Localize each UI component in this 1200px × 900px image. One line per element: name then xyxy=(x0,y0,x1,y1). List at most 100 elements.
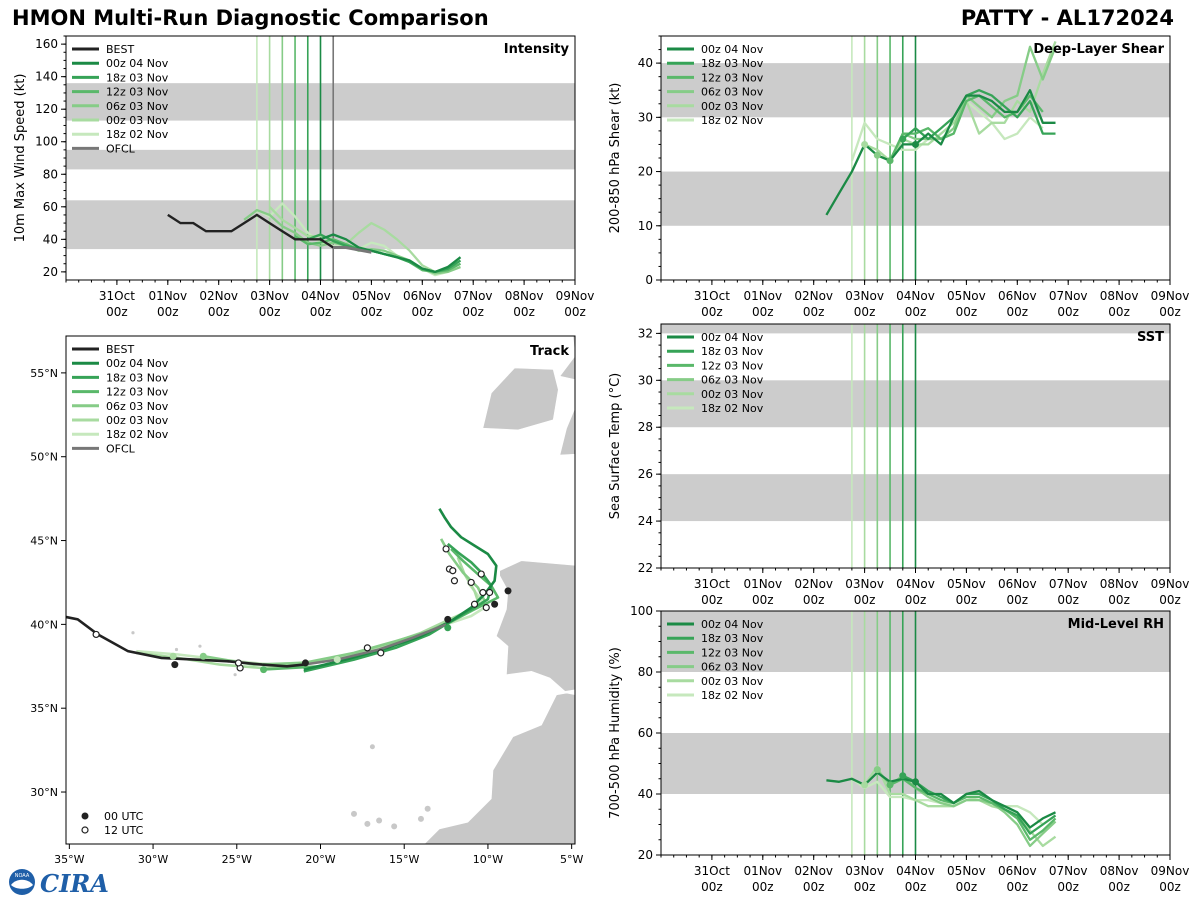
azores-island xyxy=(198,644,202,648)
x-tick-label-day: 07Nov xyxy=(1049,577,1088,591)
x-tick-label-day: 08Nov xyxy=(1100,577,1139,591)
track-marker-00utc xyxy=(491,600,499,608)
canary-island xyxy=(376,817,383,824)
plot-area xyxy=(661,324,1170,568)
legend-label: 00z 03 Nov xyxy=(701,388,764,401)
x-tick-label-hour: 00z xyxy=(854,593,876,607)
y-tick-label: 40 xyxy=(638,56,653,70)
series-marker xyxy=(861,140,869,148)
legend-label: 18z 03 Nov xyxy=(701,632,764,645)
x-tick-label-hour: 00z xyxy=(157,305,179,319)
legend-label: 12z 03 Nov xyxy=(106,86,169,99)
panel-title: SST xyxy=(1137,330,1164,345)
series-marker xyxy=(861,781,869,789)
y-tick-label: 80 xyxy=(638,665,653,679)
x-tick-label-day: 04Nov xyxy=(301,289,340,303)
x-tick-label-hour: 00z xyxy=(106,305,128,319)
x-tick-label-day: 31Oct xyxy=(694,577,730,591)
legend-label: 18z 02 Nov xyxy=(701,114,764,127)
x-tick-label-hour: 00z xyxy=(208,305,230,319)
y-axis-label: Sea Surface Temp (°C) xyxy=(608,373,623,520)
x-tick-label-hour: 00z xyxy=(701,305,723,319)
track-marker-12utc xyxy=(482,604,490,612)
y-tick-label: 50°N xyxy=(30,451,58,464)
x-tick-label-hour: 00z xyxy=(564,305,586,319)
series-marker xyxy=(873,151,881,159)
panel-title: Deep-Layer Shear xyxy=(1033,42,1164,57)
y-tick-label: 22 xyxy=(638,561,653,575)
x-tick-label-hour: 00z xyxy=(259,305,281,319)
x-tick-label-hour: 00z xyxy=(1057,880,1079,894)
canary-island xyxy=(364,820,371,827)
x-tick-label-day: 02Nov xyxy=(794,289,833,303)
legend-label: 00z 03 Nov xyxy=(106,414,169,427)
azores-island xyxy=(174,647,179,652)
x-tick-label-day: 01Nov xyxy=(148,289,187,303)
series-line xyxy=(851,777,1044,826)
legend-label: 00 UTC xyxy=(104,810,144,823)
x-tick-label-day: 09Nov xyxy=(1151,864,1190,878)
legend-label: 00z 03 Nov xyxy=(106,114,169,127)
x-tick-label: 20°W xyxy=(305,853,335,866)
y-tick-label: 100 xyxy=(35,135,58,149)
series-marker xyxy=(886,781,894,789)
x-tick-label-hour: 00z xyxy=(1159,880,1181,894)
legend-label: OFCL xyxy=(106,442,136,455)
x-tick-label-hour: 00z xyxy=(1108,880,1130,894)
x-tick-label-day: 01Nov xyxy=(743,289,782,303)
y-tick-label: 30°N xyxy=(30,786,58,799)
map-area xyxy=(66,336,575,844)
y-axis-label: 700-500 hPa Humidity (%) xyxy=(608,647,623,819)
legend-label: BEST xyxy=(106,343,134,356)
x-tick-label: 15°W xyxy=(389,853,419,866)
legend-label: 00z 04 Nov xyxy=(701,618,764,631)
y-tick-label: 30 xyxy=(638,373,653,387)
y-axis-label: 10m Max Wind Speed (kt) xyxy=(13,74,28,243)
track-panel: 35°W 30°W 25°W 20°W 15°W 10°W 5°W 30°N 35°N 40°N 4… xyxy=(30,335,583,866)
legend-label: 18z 02 Nov xyxy=(701,402,764,415)
y-tick-label: 120 xyxy=(35,102,58,116)
panel-title: Mid-Level RH xyxy=(1068,617,1164,632)
rh-panel: 31Oct 00z 01Nov 00z 02Nov 00z 03Nov 00z 04Nov 00z… xyxy=(608,604,1189,894)
best-track-line xyxy=(167,213,334,249)
track-marker-12utc xyxy=(377,649,385,657)
legend-label: 00z 04 Nov xyxy=(701,331,764,344)
x-tick-label-day: 03Nov xyxy=(845,577,884,591)
plot-area xyxy=(661,36,1170,280)
track-line xyxy=(203,538,486,666)
canary-island xyxy=(417,815,424,822)
legend-label: 18z 02 Nov xyxy=(701,689,764,702)
legend-label: 06z 03 Nov xyxy=(106,400,169,413)
x-tick-label-day: 04Nov xyxy=(896,864,935,878)
y-tick-label: 60 xyxy=(638,726,653,740)
best-marker-00utc xyxy=(301,659,309,667)
best-track-line xyxy=(66,615,304,668)
plot-area xyxy=(661,611,1170,855)
x-tick-label: 5°W xyxy=(560,853,583,866)
legend-label: OFCL xyxy=(106,142,136,155)
legend-label: 18z 02 Nov xyxy=(106,128,169,141)
x-tick-label-day: 02Nov xyxy=(199,289,238,303)
x-tick-label: 30°W xyxy=(138,853,168,866)
x-tick-label-hour: 00z xyxy=(361,305,383,319)
y-tick-label: 26 xyxy=(638,467,653,481)
sst-panel: 31Oct 00z 01Nov 00z 02Nov 00z 03Nov 00z 04Nov 00z… xyxy=(608,323,1189,607)
plot-area xyxy=(66,36,575,280)
y-tick-label: 32 xyxy=(638,326,653,340)
track-marker-00utc xyxy=(444,624,452,632)
ireland-land xyxy=(482,367,559,431)
track-marker-00utc xyxy=(260,666,268,674)
azores-island xyxy=(131,631,135,635)
azores-island xyxy=(233,673,237,677)
legend-label: 18z 03 Nov xyxy=(106,371,169,384)
x-tick-label-day: 03Nov xyxy=(845,864,884,878)
legend-label: 12 UTC xyxy=(104,824,144,837)
x-tick-label-hour: 00z xyxy=(956,305,978,319)
x-tick-label-hour: 00z xyxy=(1159,593,1181,607)
y-axis-label: 200-850 hPa Shear (kt) xyxy=(608,83,623,234)
x-tick-label-day: 04Nov xyxy=(896,289,935,303)
